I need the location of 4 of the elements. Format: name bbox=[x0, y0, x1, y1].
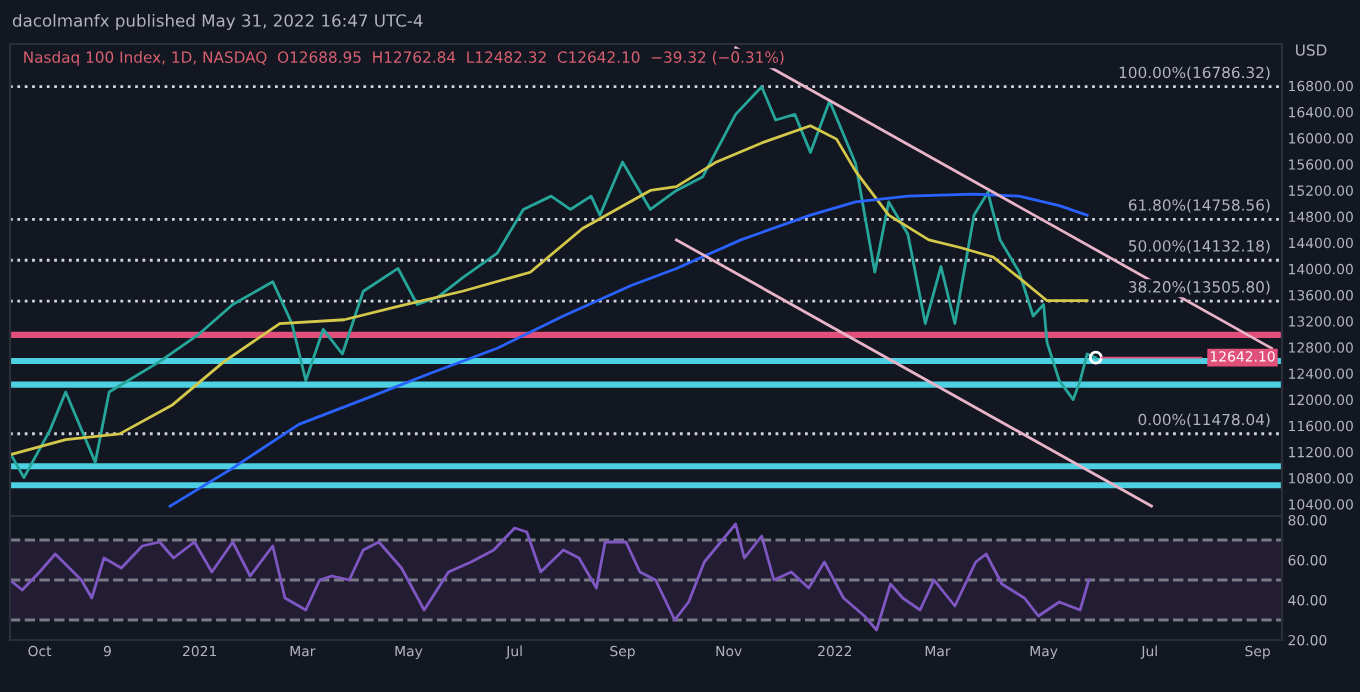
line-series bbox=[10, 522, 1091, 632]
line-series bbox=[168, 192, 1089, 508]
text: dacolmanfx published May 31, 2022 16:47 UTC-4 bbox=[12, 13, 423, 31]
line-series bbox=[10, 124, 1089, 457]
